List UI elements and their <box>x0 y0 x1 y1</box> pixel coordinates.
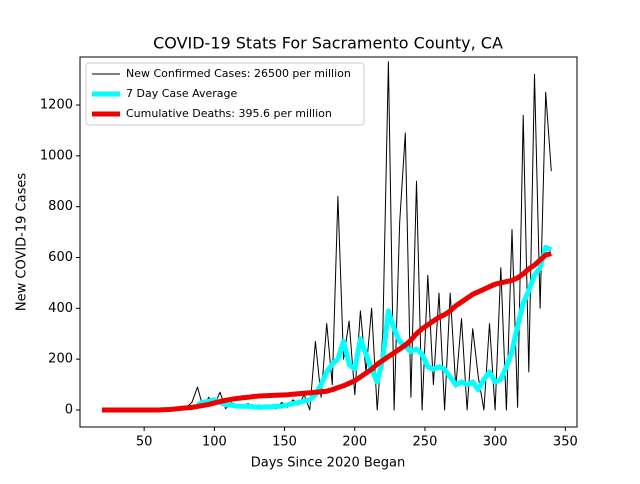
legend-label: Cumulative Deaths: 395.6 per million <box>126 107 332 120</box>
x-tick-label: 300 <box>483 435 508 450</box>
y-tick-label: 400 <box>48 301 73 316</box>
legend-label: 7 Day Case Average <box>126 87 238 100</box>
legend: New Confirmed Cases: 26500 per million 7 … <box>85 62 365 126</box>
y-tick-label: 800 <box>48 199 73 214</box>
y-tick-label: 200 <box>48 352 73 367</box>
x-tick-label: 150 <box>272 435 297 450</box>
x-tick-label: 350 <box>553 435 578 450</box>
y-tick-label: 1200 <box>40 98 73 113</box>
plot-frame <box>79 56 578 428</box>
x-axis-label: Days Since 2020 Began <box>251 456 406 471</box>
chart-title: COVID-19 Stats For Sacramento County, CA <box>153 34 503 53</box>
y-axis-label: New COVID-19 Cases <box>15 173 30 311</box>
x-tick-label: 50 <box>136 435 153 450</box>
y-tick-label: 1000 <box>40 148 73 163</box>
x-tick-label: 250 <box>413 435 438 450</box>
y-tick-label: 0 <box>65 402 73 417</box>
x-tick-label: 200 <box>342 435 367 450</box>
legend-label: New Confirmed Cases: 26500 per million <box>126 67 351 80</box>
legend-box <box>85 62 365 126</box>
y-tick-label: 600 <box>48 250 73 265</box>
series-line <box>102 251 552 413</box>
x-tick-label: 100 <box>202 435 227 450</box>
series-line <box>196 244 553 410</box>
